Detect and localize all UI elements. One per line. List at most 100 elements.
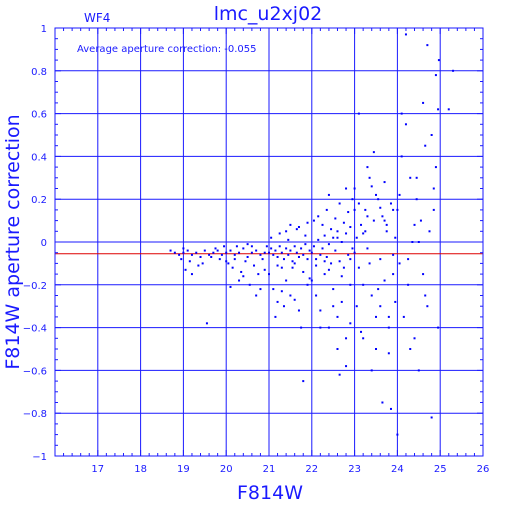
data-point bbox=[345, 187, 348, 190]
data-point bbox=[392, 253, 395, 256]
data-point bbox=[349, 226, 352, 229]
data-point bbox=[291, 260, 294, 263]
x-axis-ticks: 17 18 19 20 21 22 23 24 25 26 bbox=[54, 28, 489, 475]
data-point bbox=[263, 268, 266, 271]
data-point bbox=[246, 255, 249, 258]
data-point bbox=[334, 217, 337, 220]
x-tick-label: 20 bbox=[220, 464, 233, 475]
data-point bbox=[387, 326, 390, 329]
data-point bbox=[379, 206, 382, 209]
data-point bbox=[272, 288, 275, 291]
panel-label: WF4 bbox=[84, 11, 110, 25]
x-tick-label: 22 bbox=[305, 464, 318, 475]
data-point bbox=[242, 247, 245, 250]
data-point bbox=[250, 245, 253, 248]
data-point bbox=[415, 198, 418, 201]
y-tick-label: 0.2 bbox=[31, 195, 47, 206]
data-point bbox=[250, 251, 253, 254]
data-point bbox=[396, 433, 399, 436]
data-point bbox=[327, 268, 330, 271]
y-tick-label: −0.4 bbox=[23, 324, 47, 335]
data-point bbox=[214, 247, 217, 250]
data-point bbox=[276, 264, 279, 267]
data-point bbox=[304, 243, 307, 246]
data-point bbox=[332, 236, 335, 239]
x-tick-label: 18 bbox=[134, 464, 147, 475]
data-point bbox=[375, 348, 377, 350]
data-point bbox=[400, 155, 403, 158]
data-point bbox=[452, 69, 455, 72]
data-point bbox=[287, 238, 290, 241]
data-point bbox=[319, 253, 322, 256]
data-point bbox=[330, 228, 333, 231]
data-point bbox=[437, 326, 440, 329]
data-point bbox=[325, 208, 328, 211]
data-point bbox=[372, 151, 375, 154]
x-axis-label: F814W bbox=[237, 482, 303, 504]
data-point bbox=[430, 134, 433, 136]
data-point bbox=[323, 260, 326, 263]
data-point bbox=[357, 266, 360, 269]
data-point bbox=[227, 262, 230, 265]
data-point bbox=[308, 249, 311, 252]
data-point bbox=[208, 253, 211, 256]
data-point bbox=[293, 262, 296, 265]
data-point bbox=[422, 273, 425, 276]
data-point bbox=[308, 277, 311, 280]
data-point bbox=[212, 251, 215, 254]
data-point bbox=[282, 258, 285, 261]
data-point bbox=[317, 215, 320, 218]
data-point bbox=[195, 251, 198, 254]
data-point bbox=[302, 253, 305, 256]
data-point bbox=[334, 249, 337, 252]
data-point bbox=[325, 255, 328, 258]
data-point bbox=[295, 251, 298, 254]
data-point bbox=[276, 300, 279, 303]
data-point bbox=[321, 223, 324, 226]
data-point bbox=[229, 249, 232, 252]
data-point bbox=[302, 270, 305, 273]
data-point bbox=[280, 251, 283, 254]
data-point bbox=[255, 294, 258, 297]
data-point bbox=[199, 255, 202, 258]
data-point bbox=[178, 253, 181, 256]
data-point bbox=[364, 230, 367, 233]
data-point bbox=[368, 176, 371, 179]
y-tick-label: −0.6 bbox=[23, 366, 47, 377]
data-point bbox=[381, 215, 384, 218]
y-tick-label: 0 bbox=[41, 238, 47, 249]
data-point bbox=[280, 290, 283, 293]
y-axis-ticks: −1 −0.8 −0.6 −0.4 −0.2 0 0.2 0.4 0.6 0.8 1 bbox=[23, 24, 483, 463]
data-point bbox=[362, 337, 365, 340]
data-point bbox=[246, 243, 249, 246]
data-point bbox=[417, 369, 420, 372]
data-point bbox=[268, 273, 270, 276]
data-point bbox=[218, 258, 221, 261]
data-point bbox=[409, 348, 412, 350]
data-point bbox=[274, 249, 277, 252]
data-point bbox=[190, 253, 193, 256]
data-point bbox=[330, 262, 333, 265]
data-point bbox=[268, 251, 270, 254]
y-tick-label: −0.8 bbox=[23, 409, 47, 420]
data-point bbox=[432, 187, 435, 190]
data-point bbox=[362, 283, 365, 286]
data-point bbox=[437, 108, 440, 111]
data-point bbox=[225, 260, 228, 263]
data-point bbox=[398, 193, 401, 196]
data-point bbox=[338, 260, 341, 263]
data-point bbox=[360, 223, 363, 226]
data-point bbox=[370, 185, 373, 188]
data-point bbox=[366, 166, 369, 169]
data-point bbox=[310, 279, 313, 282]
data-point bbox=[293, 298, 296, 301]
data-point bbox=[315, 258, 318, 261]
data-point bbox=[293, 245, 296, 248]
data-point bbox=[323, 273, 326, 276]
data-point bbox=[184, 268, 187, 271]
data-point bbox=[263, 251, 266, 254]
data-point bbox=[437, 59, 440, 62]
data-point bbox=[233, 258, 236, 261]
data-point bbox=[357, 202, 360, 205]
data-point bbox=[291, 266, 294, 269]
